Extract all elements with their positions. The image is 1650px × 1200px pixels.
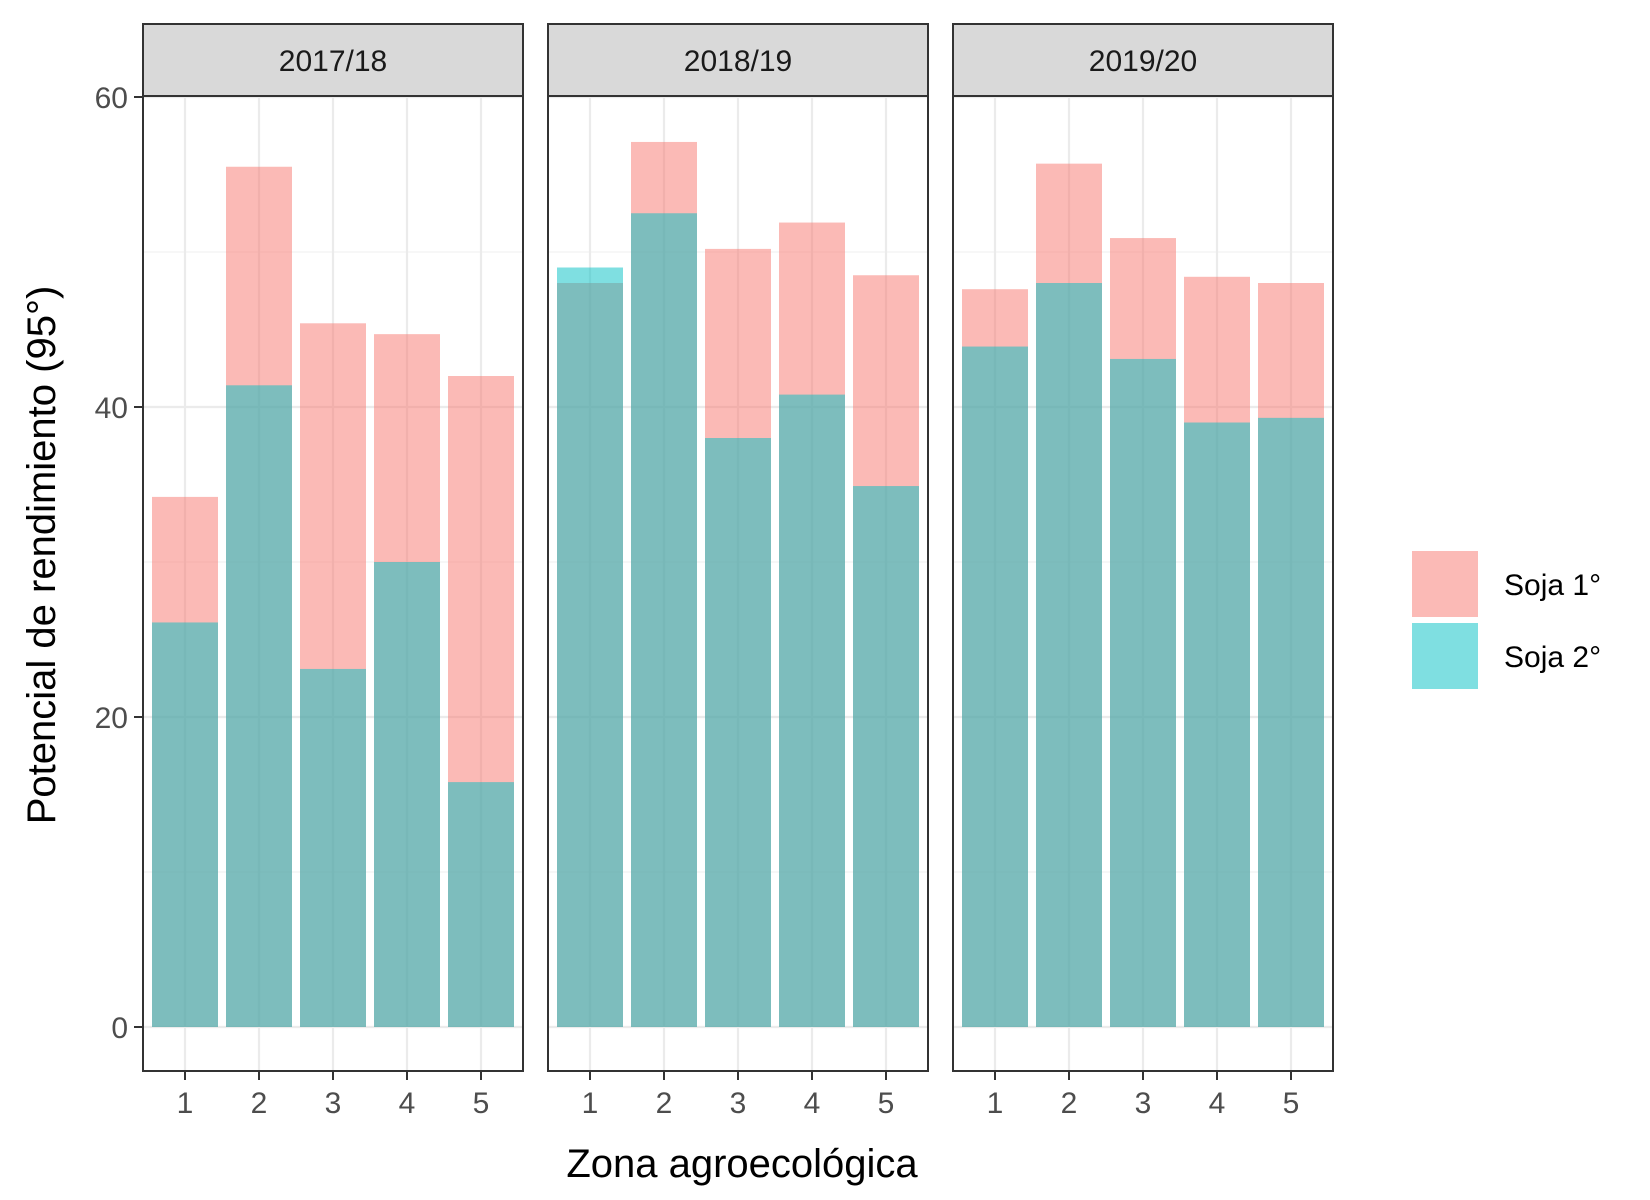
x-axis-title: Zona agroecológica — [566, 1142, 918, 1186]
x-tick-label: 5 — [473, 1087, 490, 1120]
bar-soja-2-zona-5 — [448, 782, 514, 1027]
x-tick-label: 4 — [399, 1087, 416, 1120]
facet-strip-label: 2018/19 — [684, 45, 792, 78]
x-tick-label: 2 — [251, 1087, 268, 1120]
y-tick-label: 60 — [95, 82, 128, 115]
y-tick-label: 40 — [95, 392, 128, 425]
bar-soja-2-zona-2 — [1036, 283, 1102, 1027]
bar-soja-2-zona-3 — [300, 668, 366, 1027]
facet-strip-label: 2017/18 — [279, 45, 387, 78]
facet-strip — [547, 23, 929, 97]
x-tick-label: 3 — [1135, 1087, 1152, 1120]
legend-label-soja-1: Soja 1° — [1504, 569, 1601, 602]
facet-strip — [952, 23, 1334, 97]
legend-key-soja-1 — [1412, 551, 1478, 617]
bar-soja-2-zona-5 — [1258, 417, 1324, 1028]
y-axis-title: Potencial de rendimiento (95°) — [20, 286, 64, 825]
bar-soja-2-zona-1 — [152, 622, 218, 1027]
y-tick-label: 20 — [95, 702, 128, 735]
bar-soja-2-zona-5 — [853, 486, 919, 1027]
panels: 2017/18 1 2 3 4 5 2018/19 1 2 3 4 5 2019/20 1 2 3 4 5 0 20 4… — [95, 23, 1334, 1120]
facet-strip — [142, 23, 524, 97]
x-tick-label: 3 — [325, 1087, 342, 1120]
x-tick-label: 1 — [582, 1087, 599, 1120]
x-tick-label: 3 — [730, 1087, 747, 1120]
x-tick-label: 1 — [177, 1087, 194, 1120]
legend: Soja 1° Soja 2° — [1412, 551, 1601, 689]
x-tick-label: 5 — [1283, 1087, 1300, 1120]
x-tick-label: 4 — [1209, 1087, 1226, 1120]
bar-soja-2-zona-2 — [226, 385, 292, 1027]
x-tick-label: 4 — [804, 1087, 821, 1120]
legend-key-soja-2 — [1412, 623, 1478, 689]
y-tick-label: 0 — [111, 1012, 128, 1045]
panel-2019-20: 2019/20 1 2 3 4 5 — [952, 23, 1334, 1120]
x-tick-label: 5 — [878, 1087, 895, 1120]
bar-soja-2-zona-2 — [631, 213, 697, 1027]
bar-soja-2-zona-3 — [705, 438, 771, 1027]
bar-soja-2-zona-1 — [962, 346, 1028, 1027]
facet-strip-label: 2019/20 — [1089, 45, 1197, 78]
bar-soja-2-zona-4 — [779, 394, 845, 1028]
bar-soja-2-zona-1 — [557, 267, 623, 1027]
panel-2018-19: 2018/19 1 2 3 4 5 — [547, 23, 929, 1120]
x-tick-label: 2 — [656, 1087, 673, 1120]
legend-label-soja-2: Soja 2° — [1504, 641, 1601, 674]
bar-soja-2-zona-3 — [1110, 358, 1176, 1027]
bar-soja-2-zona-4 — [374, 562, 440, 1027]
bar-soja-2-zona-4 — [1184, 422, 1250, 1027]
x-tick-label: 2 — [1061, 1087, 1078, 1120]
panel-2017-18: 2017/18 1 2 3 4 5 — [142, 23, 524, 1120]
x-tick-label: 1 — [987, 1087, 1004, 1120]
